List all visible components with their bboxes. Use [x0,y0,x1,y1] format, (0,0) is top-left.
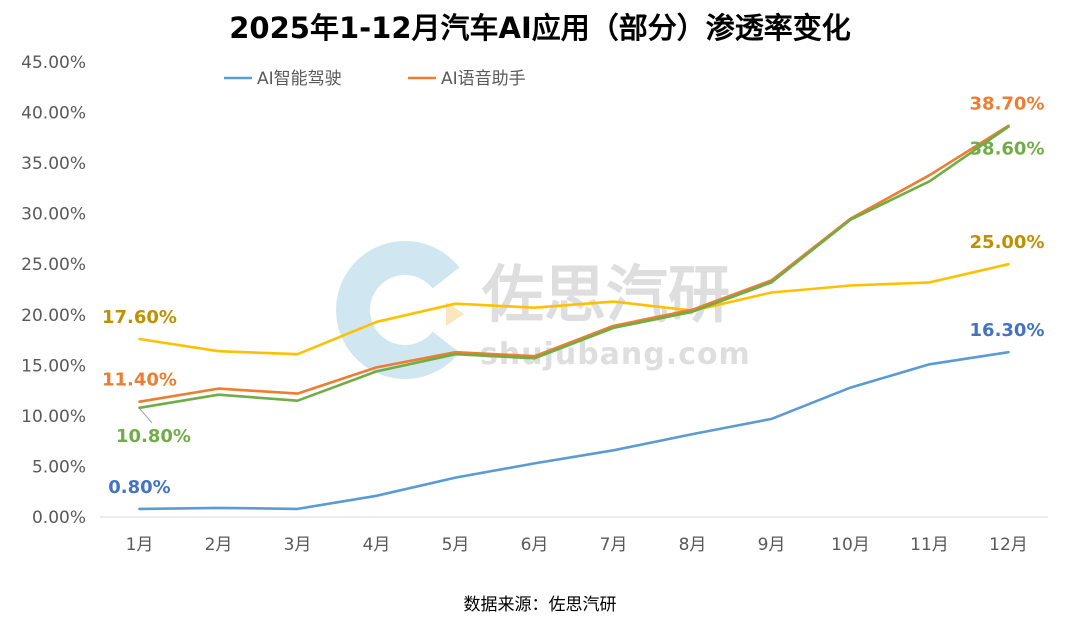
y-tick-label: 35.00% [21,154,86,174]
x-tick-label: 12月 [989,535,1028,555]
series-line-ai-driving [138,350,1010,511]
data-label: 16.30% [970,320,1045,341]
y-tick-label: 20.00% [21,306,86,326]
legend: AI智能驾驶 AI语音助手 [224,69,526,89]
x-tick-label: 7月 [600,535,628,555]
x-tick-label: 10月 [831,535,870,555]
x-tick-label: 6月 [521,535,549,555]
legend-label-ai-voice: AI语音助手 [441,69,526,89]
series-line-green [138,125,1010,410]
y-tick-label: 25.00% [21,255,86,275]
legend-item-ai-driving: AI智能驾驶 [224,69,342,89]
y-tick-label: 40.00% [21,104,86,124]
data-label: 17.60% [102,307,177,328]
series-line-yellow [138,262,1010,356]
series-line-ai-voice [138,124,1010,404]
y-tick-label: 10.00% [21,407,86,427]
watermark: 佐思汽研 shujubang.com [336,241,750,379]
data-label: 38.70% [970,94,1045,115]
x-tick-label: 4月 [363,535,391,555]
series-lines [138,124,1010,511]
legend-item-ai-voice: AI语音助手 [408,69,526,89]
label-leader-line [139,408,153,424]
x-tick-label: 9月 [758,535,786,555]
x-tick-label: 1月 [126,535,154,555]
y-tick-label: 15.00% [21,356,86,376]
x-tick-label: 3月 [284,535,312,555]
watermark-brand: 佐思汽研 [481,258,730,331]
data-label: 0.80% [108,477,170,498]
x-tick-label: 2月 [205,535,233,555]
x-tick-label: 8月 [679,535,707,555]
x-tick-label: 11月 [910,535,949,555]
x-tick-label: 5月 [442,535,470,555]
data-label: 38.60% [970,139,1045,160]
y-tick-label: 45.00% [21,53,86,73]
data-label: 11.40% [102,370,177,391]
y-tick-label: 5.00% [32,457,86,477]
x-axis: 1月 2月 3月 4月 5月 6月 7月 8月 9月 10月 11月 12月 [126,535,1028,555]
chart-title: 2025年1-12月汽车AI应用（部分）渗透率变化 [229,11,851,45]
legend-label-ai-driving: AI智能驾驶 [257,69,342,89]
data-label: 10.80% [116,426,191,447]
y-tick-label: 0.00% [32,508,86,528]
watermark-logo [336,241,464,379]
data-labels: 0.80% 16.30% 11.40% 38.70% 10.80% 38.60% 17.60… [102,94,1044,498]
data-label: 25.00% [970,232,1045,253]
y-tick-label: 30.00% [21,205,86,225]
source-note: 数据来源：佐思汽研 [464,595,617,615]
y-axis: 0.00% 5.00% 10.00% 15.00% 20.00% 25.00% 30.00%… [21,53,86,528]
